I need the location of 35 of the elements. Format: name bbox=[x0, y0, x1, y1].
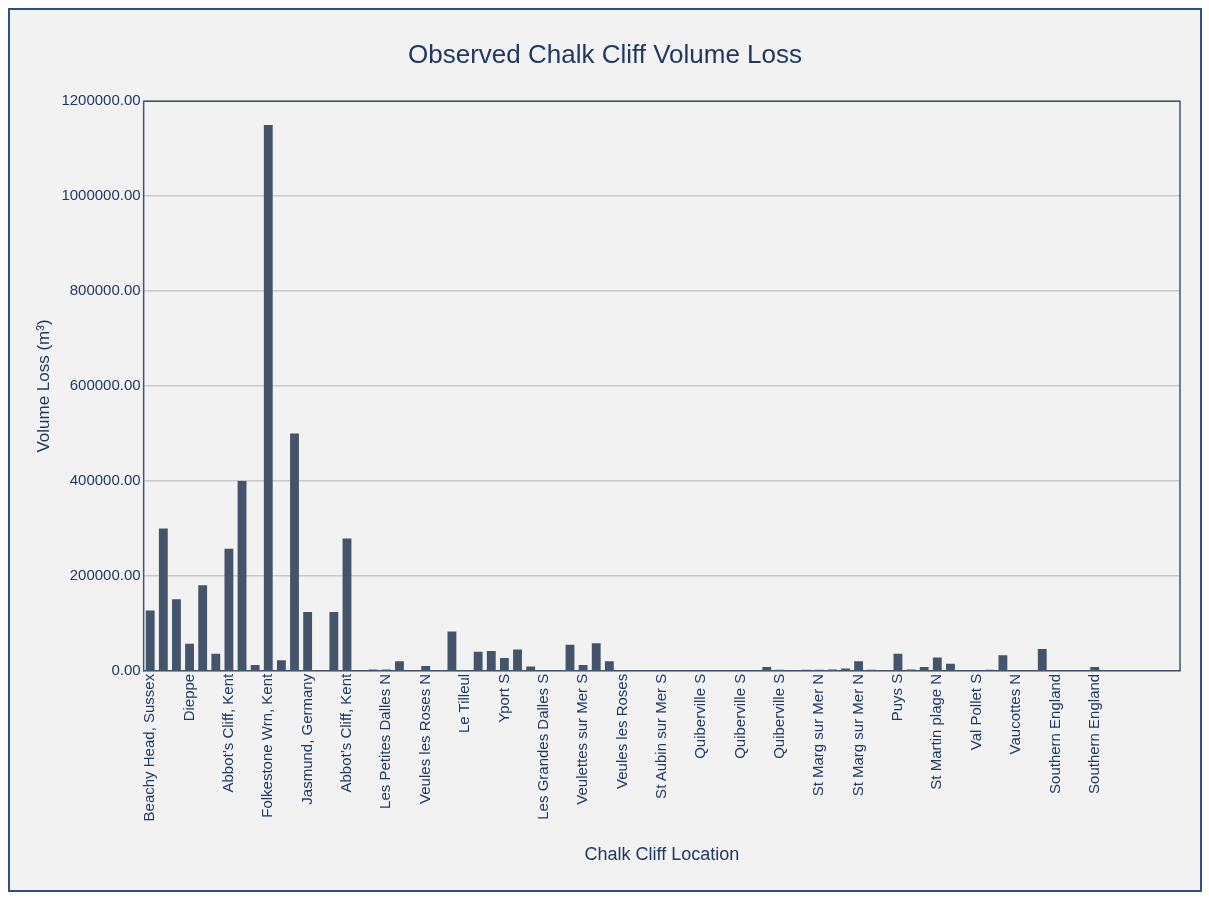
x-tick-label: Abbot’s Cliff, Kent bbox=[337, 672, 355, 793]
x-tick-label: Val Pollet S bbox=[966, 673, 984, 751]
x-tick-label: Jasmund, Germany bbox=[297, 673, 315, 805]
y-tick-label: 0.00 bbox=[111, 660, 141, 678]
x-tick-label: Dieppe bbox=[179, 673, 197, 722]
y-tick-label: 200000.00 bbox=[69, 566, 141, 584]
y-tick-label: 400000.00 bbox=[69, 471, 141, 489]
y-axis-title: Volume Loss (m³) bbox=[33, 319, 53, 453]
x-tick-label: Veules les Roses N bbox=[415, 673, 433, 804]
x-tick-label: Les Grandes Dalles S bbox=[533, 673, 551, 820]
x-tick-label: St Martin plage N bbox=[927, 673, 945, 790]
y-tick-label: 800000.00 bbox=[69, 281, 141, 299]
y-tick-label: 1200000.00 bbox=[61, 91, 141, 109]
x-tick-label: Abbot’s Cliff, Kent bbox=[219, 672, 237, 793]
x-tick-label: Yport S bbox=[494, 673, 512, 723]
x-tick-label: St Marg sur Mer N bbox=[848, 673, 866, 797]
x-tick-label: Quiberville S bbox=[691, 673, 709, 759]
x-tick-label: Southern England bbox=[1045, 673, 1063, 794]
x-tick-label: Puys S bbox=[888, 673, 906, 722]
x-tick-label: Les Petites Dalles N bbox=[376, 673, 394, 809]
x-tick-label: St Marg sur Mer N bbox=[809, 673, 827, 797]
x-tick-label: Vaucottes N bbox=[1006, 673, 1024, 755]
x-tick-label: Veulettes sur Mer S bbox=[573, 673, 591, 805]
x-tick-label: Beachy Head, Sussex bbox=[140, 673, 158, 822]
x-tick-label: St Aubin sur Mer S bbox=[651, 673, 669, 799]
x-tick-label: Southern England bbox=[1084, 673, 1102, 794]
x-tick-label: Veules les Roses bbox=[612, 673, 630, 789]
x-axis-title: Chalk Cliff Location bbox=[584, 844, 740, 865]
x-tick-label: Quiberville S bbox=[770, 673, 788, 759]
y-tick-label: 1000000.00 bbox=[61, 186, 141, 204]
x-tick-label: Folkestone Wrn, Kent bbox=[258, 673, 276, 818]
y-tick-label: 600000.00 bbox=[69, 376, 141, 394]
chart-title: Observed Chalk Cliff Volume Loss bbox=[407, 38, 803, 69]
x-tick-label: Le Tilleul bbox=[455, 673, 473, 734]
x-tick-label: Quiberville S bbox=[730, 673, 748, 759]
